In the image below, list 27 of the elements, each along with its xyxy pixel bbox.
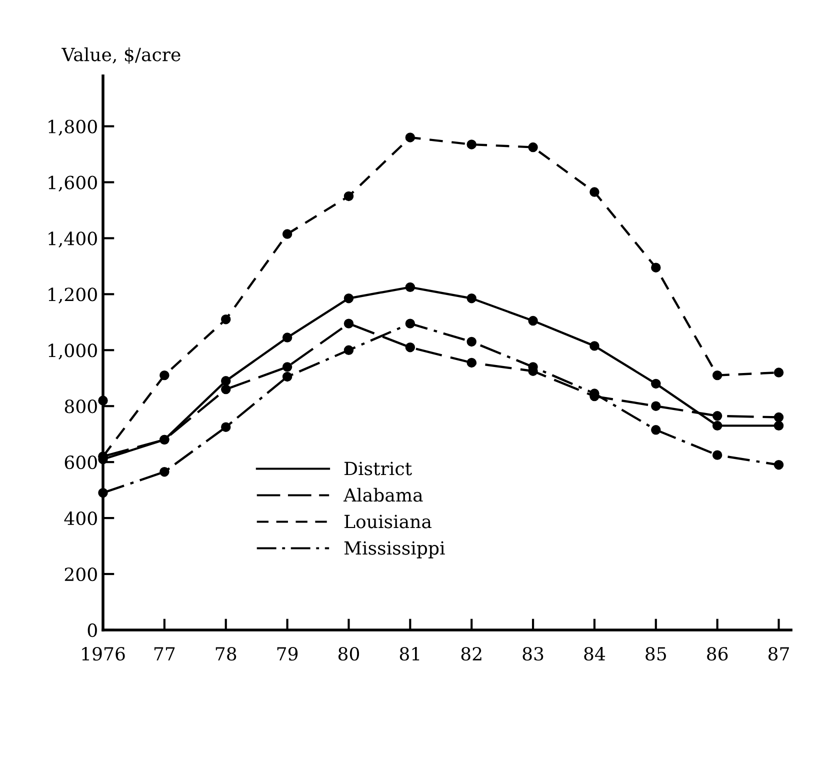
x-tick-label: 1976 (82, 646, 125, 661)
legend-label: Mississippi (344, 541, 445, 558)
legend-label: Louisiana (344, 514, 432, 528)
x-tick-label: 87 (768, 646, 789, 661)
y-tick-label: 1,600 (48, 176, 97, 192)
x-tick-label: 77 (154, 647, 175, 660)
y-tick-label: 0 (88, 623, 97, 638)
y-tick-label: 1,400 (48, 232, 97, 248)
y-axis-title: Value, $/acre (62, 47, 180, 64)
x-tick-label: 80 (338, 646, 360, 661)
y-tick-label: 1,000 (48, 344, 97, 360)
y-tick-label: 800 (64, 400, 97, 414)
legend-label: District (344, 462, 412, 476)
x-tick-label: 82 (461, 646, 482, 661)
x-tick-label: 86 (707, 646, 728, 661)
x-tick-label: 79 (277, 646, 298, 661)
x-tick-label: 83 (522, 646, 544, 661)
y-tick-label: 1,200 (48, 288, 97, 304)
legend-label: Alabama (343, 488, 423, 502)
y-tick-label: 200 (64, 567, 97, 582)
x-tick-label: 78 (216, 646, 236, 661)
x-tick-label: 81 (400, 646, 420, 661)
y-tick-label: 1,800 (48, 120, 97, 136)
x-tick-label: 85 (646, 646, 666, 661)
x-tick-label: 84 (584, 646, 606, 661)
y-tick-label: 600 (64, 456, 97, 470)
y-tick-label: 400 (64, 511, 97, 526)
